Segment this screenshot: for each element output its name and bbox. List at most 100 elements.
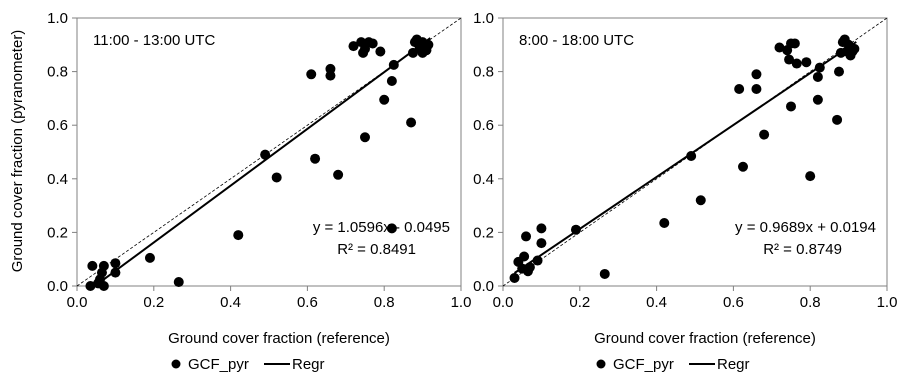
identity-line <box>502 17 888 287</box>
data-point <box>734 84 745 95</box>
y-tick-label: 0.2 <box>47 224 68 241</box>
y-tick-label: 0.4 <box>47 171 68 188</box>
data-point <box>695 195 706 206</box>
data-point <box>786 101 796 112</box>
data-point <box>791 58 802 69</box>
x-tick-label: 0.0 <box>493 294 514 311</box>
y-tick-label: 1.0 <box>47 10 68 27</box>
y-tick-label: 0.8 <box>473 64 494 81</box>
y-tick-label: 0.6 <box>473 117 494 134</box>
data-point <box>87 260 98 271</box>
data-point <box>738 161 748 172</box>
data-point <box>832 114 843 125</box>
data-point <box>524 262 535 273</box>
legend-line-label: Regr <box>292 356 325 373</box>
panel-title: 11:00 - 13:00 UTC <box>93 32 215 49</box>
y-tick-label: 0.2 <box>473 224 494 241</box>
data-point <box>98 281 109 291</box>
data-point <box>144 252 155 263</box>
data-point <box>814 62 825 73</box>
data-point <box>536 223 547 234</box>
data-point <box>805 171 816 182</box>
x-tick-label: 0.2 <box>569 294 590 311</box>
legend-marker-icon <box>596 359 606 369</box>
data-point <box>519 251 530 262</box>
data-point <box>271 172 282 183</box>
data-point <box>532 255 543 266</box>
y-tick-label: 0.0 <box>473 278 494 295</box>
data-point <box>233 230 244 241</box>
y-tick-label: 1.0 <box>473 10 494 27</box>
data-point <box>812 94 823 105</box>
panel-left: 0.0 0.2 0.4 0.6 0.8 1.0 0.0 0.2 0.4 0.6 0.8 1.0 11:0… <box>47 10 471 347</box>
data-point <box>570 224 581 235</box>
data-point <box>686 151 697 162</box>
data-point <box>173 276 184 287</box>
data-point <box>834 66 844 77</box>
y-axis-title: Ground cover fraction (pyranometer) <box>9 30 26 273</box>
r-squared-label: R² = 0.8491 <box>337 241 416 258</box>
panel-right: 0.0 0.2 0.4 0.6 0.8 1.0 0.0 0.2 0.4 0.6 0.8 1.0 8:00… <box>473 10 897 347</box>
data-point <box>849 43 860 54</box>
legend-line-label: Regr <box>717 356 750 373</box>
data-point <box>110 267 121 278</box>
y-tick-label: 0.8 <box>47 64 68 81</box>
data-point <box>599 268 610 279</box>
x-tick-label: 0.8 <box>374 294 395 311</box>
data-point <box>774 42 785 53</box>
data-point <box>521 231 532 242</box>
data-point <box>360 132 370 143</box>
data-point <box>789 38 800 49</box>
data-point <box>386 75 397 86</box>
data-point <box>348 41 359 52</box>
regression-line <box>99 37 431 284</box>
y-tick-label: 0.4 <box>473 171 494 188</box>
data-point <box>260 149 271 160</box>
x-tick-label: 0.6 <box>297 294 318 311</box>
data-point <box>423 39 434 50</box>
data-point <box>306 69 317 80</box>
data-point <box>659 218 670 229</box>
data-point <box>536 238 547 249</box>
regression-line <box>513 41 857 274</box>
data-point <box>110 258 121 269</box>
x-tick-label: 0.4 <box>646 294 667 311</box>
x-tick-label: 0.0 <box>67 294 88 311</box>
legend-left: GCF_pyr Regr <box>171 356 325 373</box>
data-point <box>406 117 417 128</box>
regression-equation: y = 1.0596x - 0.0495 <box>313 219 450 236</box>
data-point <box>751 84 762 95</box>
data-point <box>801 57 812 68</box>
data-point <box>408 47 418 58</box>
data-point <box>388 59 399 70</box>
y-tick-label: 0.0 <box>47 278 68 295</box>
data-point <box>375 46 386 57</box>
legend-points-label: GCF_pyr <box>613 356 674 373</box>
data-point <box>751 69 762 80</box>
x-tick-label: 0.8 <box>800 294 821 311</box>
plot-frame <box>76 17 462 287</box>
y-tick-label: 0.6 <box>47 117 68 134</box>
panel-title: 8:00 - 18:00 UTC <box>519 32 634 49</box>
data-point <box>759 129 770 140</box>
x-axis-title: Ground cover fraction (reference) <box>168 330 390 347</box>
data-point <box>812 71 823 82</box>
x-tick-label: 1.0 <box>877 294 898 311</box>
x-axis-title: Ground cover fraction (reference) <box>594 330 816 347</box>
data-point <box>310 153 321 164</box>
data-point <box>333 169 344 180</box>
x-tick-label: 0.2 <box>143 294 164 311</box>
data-point <box>509 272 520 283</box>
data-point <box>367 38 378 49</box>
r-squared-label: R² = 0.8749 <box>763 241 842 258</box>
legend-right: GCF_pyr Regr <box>596 356 750 373</box>
data-point <box>85 281 96 291</box>
legend-marker-icon <box>171 359 181 369</box>
x-tick-label: 0.6 <box>723 294 744 311</box>
data-point <box>784 54 795 65</box>
data-point <box>98 260 109 271</box>
data-point <box>417 47 428 58</box>
data-point <box>379 94 390 105</box>
